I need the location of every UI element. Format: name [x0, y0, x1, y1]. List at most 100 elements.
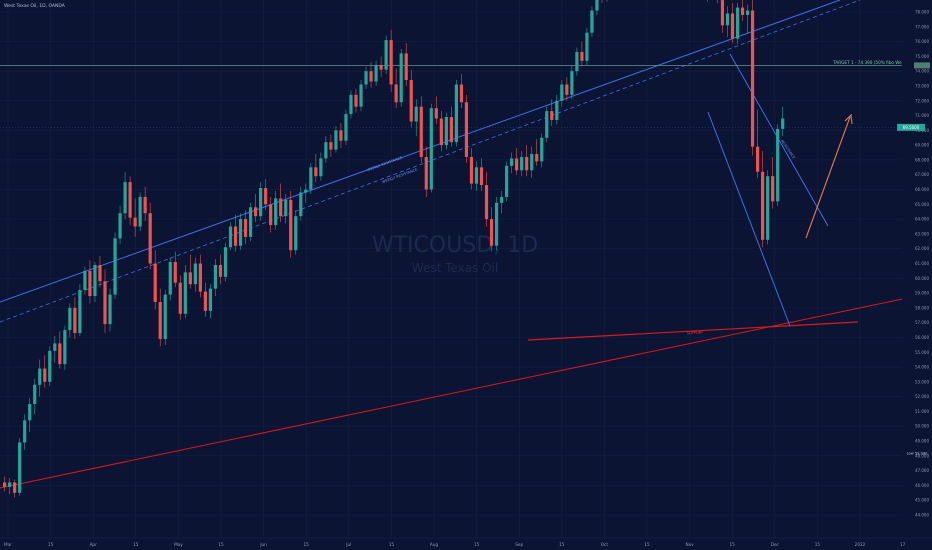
candle-body[interactable]	[585, 32, 589, 61]
candle-body[interactable]	[434, 108, 438, 119]
candle-body[interactable]	[439, 118, 443, 146]
candle-body[interactable]	[148, 213, 152, 264]
candle-body[interactable]	[735, 7, 740, 39]
candle-body[interactable]	[43, 368, 47, 382]
candle-body[interactable]	[469, 156, 474, 184]
candle-body[interactable]	[424, 156, 428, 190]
candle-body[interactable]	[374, 65, 378, 82]
candle-body[interactable]	[329, 142, 333, 150]
candle-body[interactable]	[750, 10, 755, 147]
candle-body[interactable]	[474, 167, 479, 184]
candle-body[interactable]	[459, 84, 464, 103]
candle-body[interactable]	[379, 65, 383, 70]
candle-body[interactable]	[38, 368, 42, 385]
candle-body[interactable]	[369, 71, 373, 82]
candle-body[interactable]	[740, 7, 745, 15]
candle-body[interactable]	[499, 196, 504, 203]
candle-body[interactable]	[73, 307, 77, 334]
candle-body[interactable]	[284, 199, 288, 217]
candle-body[interactable]	[83, 270, 87, 291]
candle-body[interactable]	[515, 158, 519, 171]
candle-body[interactable]	[745, 10, 750, 15]
candle-body[interactable]	[223, 247, 228, 277]
candle-body[interactable]	[173, 262, 177, 283]
candle-body[interactable]	[464, 102, 469, 157]
candle-body[interactable]	[766, 176, 770, 240]
candle-body[interactable]	[540, 137, 544, 162]
candle-body[interactable]	[364, 71, 368, 85]
candle-body[interactable]	[479, 167, 484, 186]
candle-body[interactable]	[404, 53, 408, 81]
candle-body[interactable]	[389, 40, 393, 85]
candle-body[interactable]	[183, 272, 187, 314]
candle-body[interactable]	[776, 128, 780, 202]
candle-body[interactable]	[243, 219, 248, 237]
candle-body[interactable]	[429, 108, 433, 190]
candle-body[interactable]	[248, 207, 253, 237]
candle-body[interactable]	[213, 264, 218, 289]
candle-body[interactable]	[354, 94, 358, 107]
candle-body[interactable]	[510, 158, 514, 166]
candle-body[interactable]	[8, 482, 12, 487]
candle-body[interactable]	[218, 264, 223, 277]
candle-body[interactable]	[489, 219, 494, 246]
candle-body[interactable]	[33, 384, 37, 405]
candle-body[interactable]	[68, 307, 72, 331]
candle-body[interactable]	[344, 114, 348, 141]
candle-body[interactable]	[550, 111, 554, 120]
candle-body[interactable]	[399, 53, 403, 103]
candle-body[interactable]	[208, 288, 213, 311]
candle-body[interactable]	[103, 281, 107, 325]
candle-body[interactable]	[444, 117, 448, 146]
candle-body[interactable]	[414, 106, 418, 122]
candle-body[interactable]	[163, 294, 167, 339]
candle-body[interactable]	[730, 13, 735, 39]
candle-body[interactable]	[294, 216, 298, 251]
candle-body[interactable]	[339, 130, 343, 141]
candle-body[interactable]	[570, 71, 574, 95]
candle-body[interactable]	[259, 188, 263, 217]
candle-body[interactable]	[78, 290, 82, 334]
candle-body[interactable]	[530, 154, 534, 171]
candle-body[interactable]	[198, 263, 202, 292]
candle-body[interactable]	[359, 84, 363, 107]
candle-body[interactable]	[484, 185, 489, 220]
candle-body[interactable]	[720, 0, 725, 26]
candle-body[interactable]	[324, 142, 328, 159]
candle-body[interactable]	[545, 111, 549, 138]
candle-body[interactable]	[58, 343, 62, 365]
candle-body[interactable]	[334, 130, 338, 150]
candle-body[interactable]	[299, 192, 303, 217]
candle-body[interactable]	[274, 198, 278, 226]
candle-body[interactable]	[555, 100, 559, 120]
candle-body[interactable]	[108, 294, 112, 325]
candle-body[interactable]	[535, 154, 539, 162]
candle-body[interactable]	[565, 84, 569, 95]
candle-body[interactable]	[143, 196, 147, 214]
candle-body[interactable]	[28, 404, 32, 421]
candle-body[interactable]	[138, 196, 142, 227]
candle-body[interactable]	[203, 291, 207, 311]
candle-body[interactable]	[595, 0, 599, 11]
candle-body[interactable]	[133, 217, 137, 227]
candle-body[interactable]	[319, 158, 323, 177]
candle-body[interactable]	[756, 146, 760, 172]
candle-body[interactable]	[228, 226, 233, 248]
candle-body[interactable]	[309, 167, 313, 190]
candle-body[interactable]	[314, 167, 318, 177]
candle-body[interactable]	[761, 171, 765, 240]
candle-body[interactable]	[53, 343, 57, 351]
candle-body[interactable]	[384, 40, 388, 70]
candle-body[interactable]	[279, 198, 283, 217]
candle-body[interactable]	[304, 189, 308, 193]
candle-body[interactable]	[575, 51, 579, 72]
candle-body[interactable]	[93, 264, 97, 297]
candle-body[interactable]	[494, 202, 499, 246]
candle-body[interactable]	[18, 442, 22, 493]
candle-body[interactable]	[128, 182, 132, 218]
candle-body[interactable]	[238, 219, 243, 246]
candles[interactable]	[3, 0, 785, 498]
candle-body[interactable]	[269, 204, 273, 226]
candle-body[interactable]	[419, 106, 423, 157]
